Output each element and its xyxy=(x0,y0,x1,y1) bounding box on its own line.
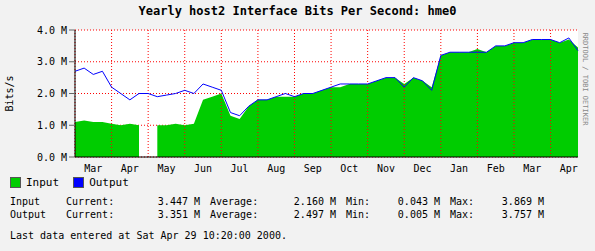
svg-text:Sep: Sep xyxy=(304,163,322,174)
html-text:3.757 M: 3.757 M xyxy=(501,209,544,220)
svg-text:May: May xyxy=(157,163,175,174)
html-text:Min:: Min: xyxy=(346,196,371,207)
svg-text:4.0 M: 4.0 M xyxy=(37,25,67,36)
html-text:3.447 M: 3.447 M xyxy=(157,196,200,207)
html-text:0.005 M: 0.005 M xyxy=(397,209,440,220)
svg-text:Dec: Dec xyxy=(413,163,431,174)
svg-text:1.0 M: 1.0 M xyxy=(37,120,67,131)
svg-text:3.0 M: 3.0 M xyxy=(37,56,67,67)
html-text:Min:: Min: xyxy=(346,209,371,220)
svg-text:Jun: Jun xyxy=(194,163,212,174)
svg-text:0.0 M: 0.0 M xyxy=(37,152,67,163)
html-text:Input: Input xyxy=(10,196,41,207)
html-text:Average:: Average: xyxy=(210,196,259,207)
html-text:2.497 M: 2.497 M xyxy=(293,209,336,220)
svg-text:Nov: Nov xyxy=(377,163,395,174)
html-text:Yearly host2 Interface Bits Pe: Yearly host2 Interface Bits Per Second: … xyxy=(138,4,457,18)
svg-text:Oct: Oct xyxy=(340,163,358,174)
html-text:Current:: Current: xyxy=(66,209,115,220)
svg-text:Apr: Apr xyxy=(560,163,578,174)
html-text:Output: Output xyxy=(89,176,129,189)
svg-text:Jan: Jan xyxy=(450,163,468,174)
html-text:Current:: Current: xyxy=(66,196,115,207)
svg-text:Mar: Mar xyxy=(84,163,102,174)
html-text:RRDTOOL / TOBI OETIKER: RRDTOOL / TOBI OETIKER xyxy=(581,32,589,126)
svg-text:Mar: Mar xyxy=(523,163,541,174)
html-text:Max:: Max: xyxy=(450,196,475,207)
html-text:Average:: Average: xyxy=(210,209,259,220)
html-text:3.869 M: 3.869 M xyxy=(501,196,544,207)
html-text:Input: Input xyxy=(26,176,60,189)
html-text:Last data entered at Sat Apr 2: Last data entered at Sat Apr 29 10:20:00… xyxy=(10,230,287,241)
html-text:2.160 M: 2.160 M xyxy=(293,196,336,207)
svg-text:Bits/s: Bits/s xyxy=(8,75,15,111)
svg-text:Apr: Apr xyxy=(121,163,139,174)
svg-text:Jul: Jul xyxy=(231,163,249,174)
svg-text:Aug: Aug xyxy=(267,163,285,174)
svg-text:2.0 M: 2.0 M xyxy=(37,88,67,99)
svg-text:Feb: Feb xyxy=(487,163,505,174)
html-text:Output: Output xyxy=(10,209,47,220)
html-text:Max:: Max: xyxy=(450,209,475,220)
html-text:3.351 M: 3.351 M xyxy=(157,209,200,220)
html-text:0.043 M: 0.043 M xyxy=(397,196,440,207)
